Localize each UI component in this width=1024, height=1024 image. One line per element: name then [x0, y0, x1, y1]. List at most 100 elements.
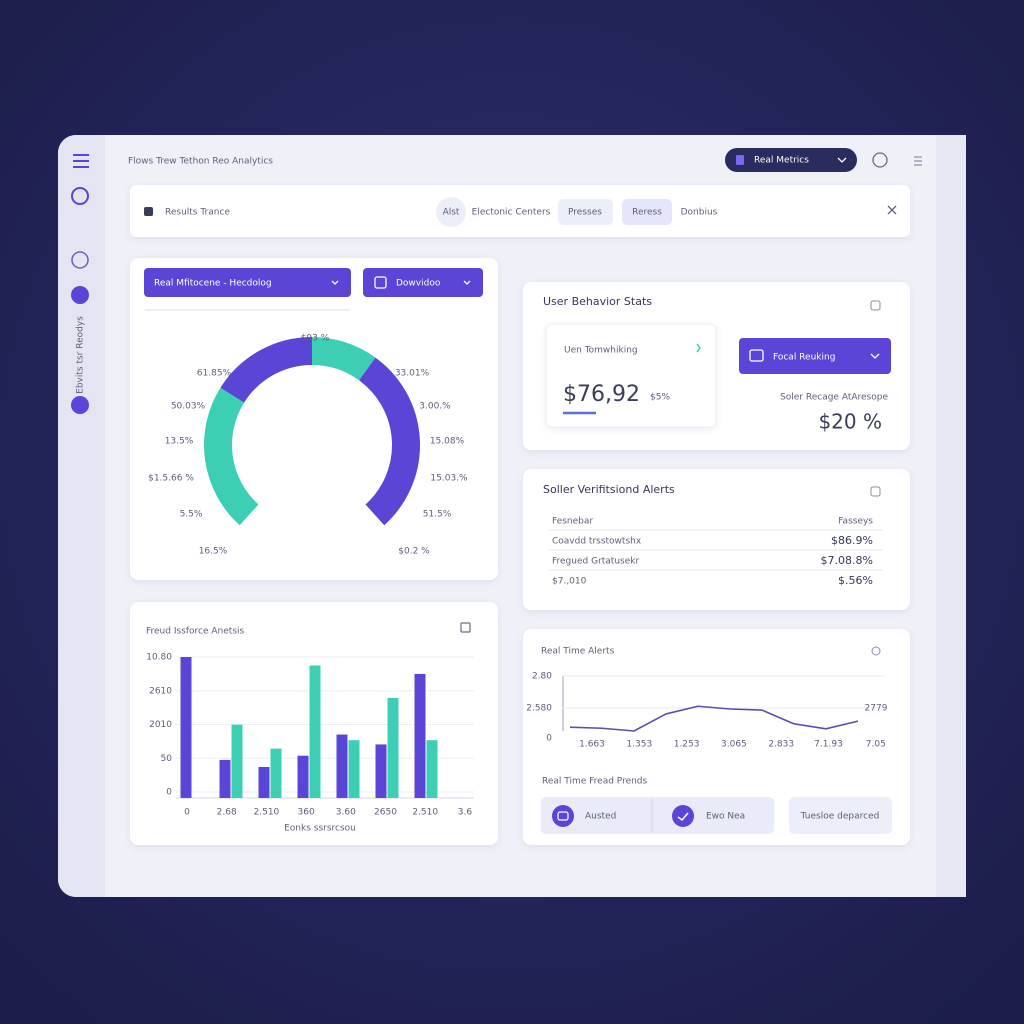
note: Soler Recage AtAresope [780, 393, 888, 403]
gauge-segment [358, 357, 420, 526]
y-tick-label: 2.580 [526, 704, 552, 714]
bar [270, 748, 282, 798]
card-change: $5% [650, 393, 670, 403]
gauge-label: 50.03% [171, 402, 206, 412]
right-gutter [936, 135, 966, 897]
bar [258, 766, 270, 798]
select-label: Real Mfitocene - Hecdolog [154, 279, 272, 289]
tab-bg[interactable] [558, 199, 613, 225]
button[interactable]: Austed [585, 812, 616, 822]
tab[interactable]: Reress [632, 208, 662, 218]
button-glyph [677, 812, 689, 822]
bar [387, 697, 399, 798]
sidebar [58, 135, 105, 897]
tab[interactable]: Presses [568, 208, 602, 218]
select-icon [374, 276, 387, 289]
select[interactable] [363, 268, 483, 297]
bar [231, 724, 243, 798]
more-icon[interactable] [914, 156, 922, 166]
chevron [870, 353, 880, 359]
chevron [696, 343, 701, 353]
gauge-label: 15.03.% [430, 474, 468, 484]
y-tick-label: 50 [161, 754, 173, 764]
bar [297, 755, 309, 798]
panel-title: Soller Verifitsiond Alerts [543, 483, 675, 496]
nav-icon[interactable] [71, 251, 89, 269]
x-tick-label: 1.253 [674, 740, 700, 750]
tab[interactable]: Donbius [681, 208, 718, 218]
select-label: Focal Reuking [773, 353, 835, 363]
gauge-label: 16.5% [199, 547, 228, 557]
bar [414, 673, 426, 798]
gauge-label: 15.08% [430, 437, 465, 447]
nav-icon[interactable] [71, 396, 89, 414]
nav-icon[interactable] [71, 286, 89, 304]
cell: $86.9% [831, 534, 873, 547]
checkbox[interactable] [870, 300, 881, 311]
bar [219, 759, 231, 798]
dropdown[interactable] [725, 148, 857, 172]
x-tick-label: 2.510 [412, 808, 438, 818]
bar [348, 740, 360, 798]
gauge-label: $1.5.66 % [148, 474, 194, 484]
x-tick-label: 2.510 [254, 808, 280, 818]
close-icon[interactable] [887, 205, 897, 215]
gauge-segment [204, 387, 259, 526]
card-value: $76,92 [563, 382, 640, 407]
x-tick-label: 3.065 [721, 740, 747, 750]
bar [336, 734, 348, 798]
y-tick-label: 0 [166, 788, 172, 798]
nav-icon[interactable] [71, 187, 89, 205]
y-tick-label: 2010 [149, 720, 172, 730]
menu-icon[interactable] [73, 154, 89, 168]
button-bg[interactable] [789, 797, 892, 834]
expand-icon[interactable] [460, 622, 471, 633]
gauge-label: 3.00.% [419, 402, 451, 412]
tab-bg[interactable] [622, 199, 672, 225]
select-label: Dowvidoo [396, 279, 441, 289]
heart-icon[interactable] [871, 646, 881, 656]
tab-bg[interactable] [436, 197, 466, 227]
x-tick-label: 2650 [374, 808, 397, 818]
chart-title: Freud Issforce Anetsis [146, 627, 245, 637]
bar-chart: 10.80 2610 2010 50 0 0 2.68 2.510 360 3.60 2650 2.5… [146, 653, 474, 818]
x-tick-label: 1.353 [626, 740, 652, 750]
gauge-label: 33.01% [395, 369, 430, 379]
lock-icon [144, 207, 153, 216]
chevron [331, 280, 339, 285]
y-tick-label: 0 [546, 734, 552, 744]
dropdown-icon [736, 155, 744, 165]
sidebar-label: Ebvits tsr Reodys [76, 316, 86, 394]
x-tick-label: 7.05 [866, 740, 886, 750]
user-icon[interactable] [872, 152, 888, 168]
stat-card [545, 323, 717, 428]
y-tick-label: 10.80 [146, 653, 172, 663]
select[interactable] [144, 268, 351, 297]
gauge-label: $0.2 % [398, 547, 430, 557]
gauge-label: $93 % [301, 334, 330, 344]
cell: $.56% [838, 574, 873, 587]
checkbox[interactable] [870, 486, 881, 497]
button[interactable]: Ewo Nea [706, 812, 745, 822]
toolbar-title: Results Trance [165, 208, 230, 218]
x-tick-label: 0 [184, 808, 190, 818]
gauge-segment [220, 337, 313, 404]
tab[interactable]: Electonic Centers [472, 208, 551, 218]
y-tick-label: 2.80 [532, 672, 552, 682]
alerts-panel [523, 629, 910, 845]
tab[interactable]: Alst [443, 208, 460, 218]
seller-panel [523, 469, 910, 610]
select[interactable] [739, 338, 891, 374]
button[interactable]: Tuesloe deparced [800, 812, 880, 822]
gauge: $93 % 61.85% 33.01% 50.03% 3.00.% 13.5% 15.08%… [148, 334, 468, 557]
gauge-label: 61.85% [197, 369, 232, 379]
dropdown-label: Real Metrics [754, 156, 809, 166]
value-label: 2779 [865, 704, 888, 714]
table: Fesnebar Fasseys Coavdd trsstowtshx $86.9% F… [548, 517, 882, 587]
bar [309, 665, 321, 798]
x-tick-label: 3.60 [336, 808, 356, 818]
y-tick-label: 2610 [149, 686, 172, 696]
button-group [541, 797, 774, 834]
gauge-label: 13.5% [165, 437, 194, 447]
gauge-label: 5.5% [180, 510, 203, 520]
